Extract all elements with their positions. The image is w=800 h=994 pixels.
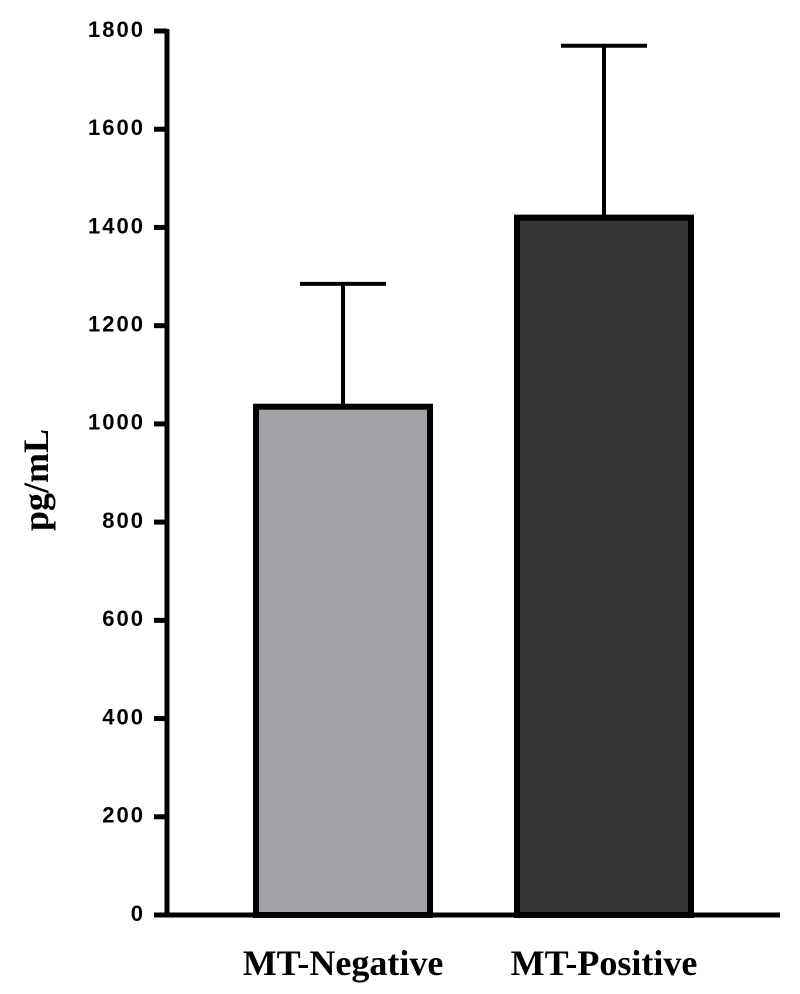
y-tick-label: 1600 bbox=[88, 115, 145, 140]
y-axis-label: pg/mL bbox=[16, 429, 56, 531]
x-tick-label: MT-Positive bbox=[511, 943, 698, 983]
x-tick-label: MT-Negative bbox=[243, 943, 444, 983]
y-tick-label: 1800 bbox=[88, 17, 145, 42]
y-tick-label: 600 bbox=[102, 606, 145, 631]
y-tick-label: 1200 bbox=[88, 311, 145, 336]
y-tick-label: 1400 bbox=[88, 213, 145, 238]
y-tick-label: 1000 bbox=[88, 410, 145, 435]
y-tick-label: 0 bbox=[131, 901, 145, 926]
bar bbox=[253, 403, 433, 918]
y-tick-label: 200 bbox=[102, 803, 145, 828]
bar bbox=[514, 214, 694, 919]
y-tick-label: 400 bbox=[102, 704, 145, 729]
y-tick-label: 800 bbox=[102, 508, 145, 533]
